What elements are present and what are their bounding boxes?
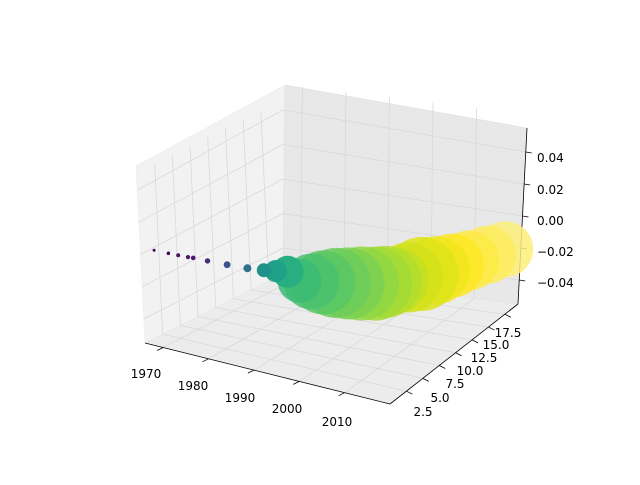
y-tick	[488, 326, 495, 331]
y-tick-label: 15.0	[483, 338, 510, 352]
x-gridline	[300, 86, 303, 277]
x-tick	[156, 347, 164, 351]
y-tick-label: 2.5	[413, 405, 432, 419]
scatter-point	[256, 263, 271, 278]
scatter-point	[190, 255, 196, 261]
x-tick	[293, 381, 300, 385]
y-tick	[406, 390, 413, 395]
scatter-point	[264, 260, 287, 282]
y-gridline	[215, 307, 456, 354]
y-gridline	[207, 137, 217, 308]
axis-ticks: 1970 1980 1990 2000 2010 2.55.07.510.012.515.…	[131, 151, 574, 429]
scatter-points	[152, 221, 534, 321]
scatter-point	[152, 248, 156, 252]
z-tick	[522, 215, 529, 218]
y-tick-label: 7.5	[445, 377, 464, 391]
y-tick	[439, 365, 446, 369]
x-tick	[202, 358, 209, 363]
z-tick-label: 0.00	[537, 214, 564, 228]
z-tick-label: −0.04	[537, 276, 574, 290]
x-tick	[338, 392, 345, 397]
y-tick-label: 10.0	[457, 364, 484, 378]
y-gridline	[225, 128, 234, 299]
y-gridline	[180, 324, 423, 379]
y-tick-label: 5.0	[430, 391, 449, 405]
y-gridline	[189, 146, 199, 317]
x-tick	[247, 369, 255, 374]
scatter-point	[223, 261, 231, 269]
y-tick	[504, 313, 512, 318]
z-tick	[525, 151, 532, 154]
y-tick	[455, 352, 462, 357]
scatter-point	[185, 255, 191, 260]
z-gridline	[137, 109, 526, 191]
scatter-point	[176, 253, 181, 258]
z-tick-label: −0.02	[537, 245, 574, 259]
z-tick-label: 0.04	[537, 151, 564, 165]
y-gridline	[242, 119, 252, 290]
z-tick	[519, 279, 526, 282]
x-gridline	[344, 298, 475, 394]
z-gridline	[138, 144, 525, 223]
y-tick-label: 17.5	[495, 326, 522, 340]
scatter-point	[243, 264, 252, 273]
x-gridline	[162, 275, 301, 348]
x-tick-label: 1990	[225, 391, 256, 405]
y-axis-line	[389, 303, 519, 405]
y-gridline	[197, 316, 440, 366]
y-gridline	[260, 111, 270, 282]
scatter-point	[204, 258, 211, 264]
x-tick-label: 2000	[272, 402, 303, 416]
z-tick	[524, 183, 531, 186]
y-tick	[471, 339, 479, 344]
x-axis-line	[144, 342, 391, 405]
z-tick-label: 0.02	[537, 183, 564, 197]
z-gridline	[140, 178, 523, 255]
y-gridline	[154, 164, 164, 335]
x-tick-label: 2010	[322, 415, 353, 429]
y-gridline	[171, 155, 181, 326]
x-tick-label: 1980	[178, 379, 209, 393]
y-gridline	[162, 333, 407, 392]
scatter-point	[166, 251, 171, 256]
x-tick-label: 1970	[131, 367, 162, 381]
y-tick	[422, 378, 429, 382]
y-tick-label: 12.5	[471, 351, 498, 365]
